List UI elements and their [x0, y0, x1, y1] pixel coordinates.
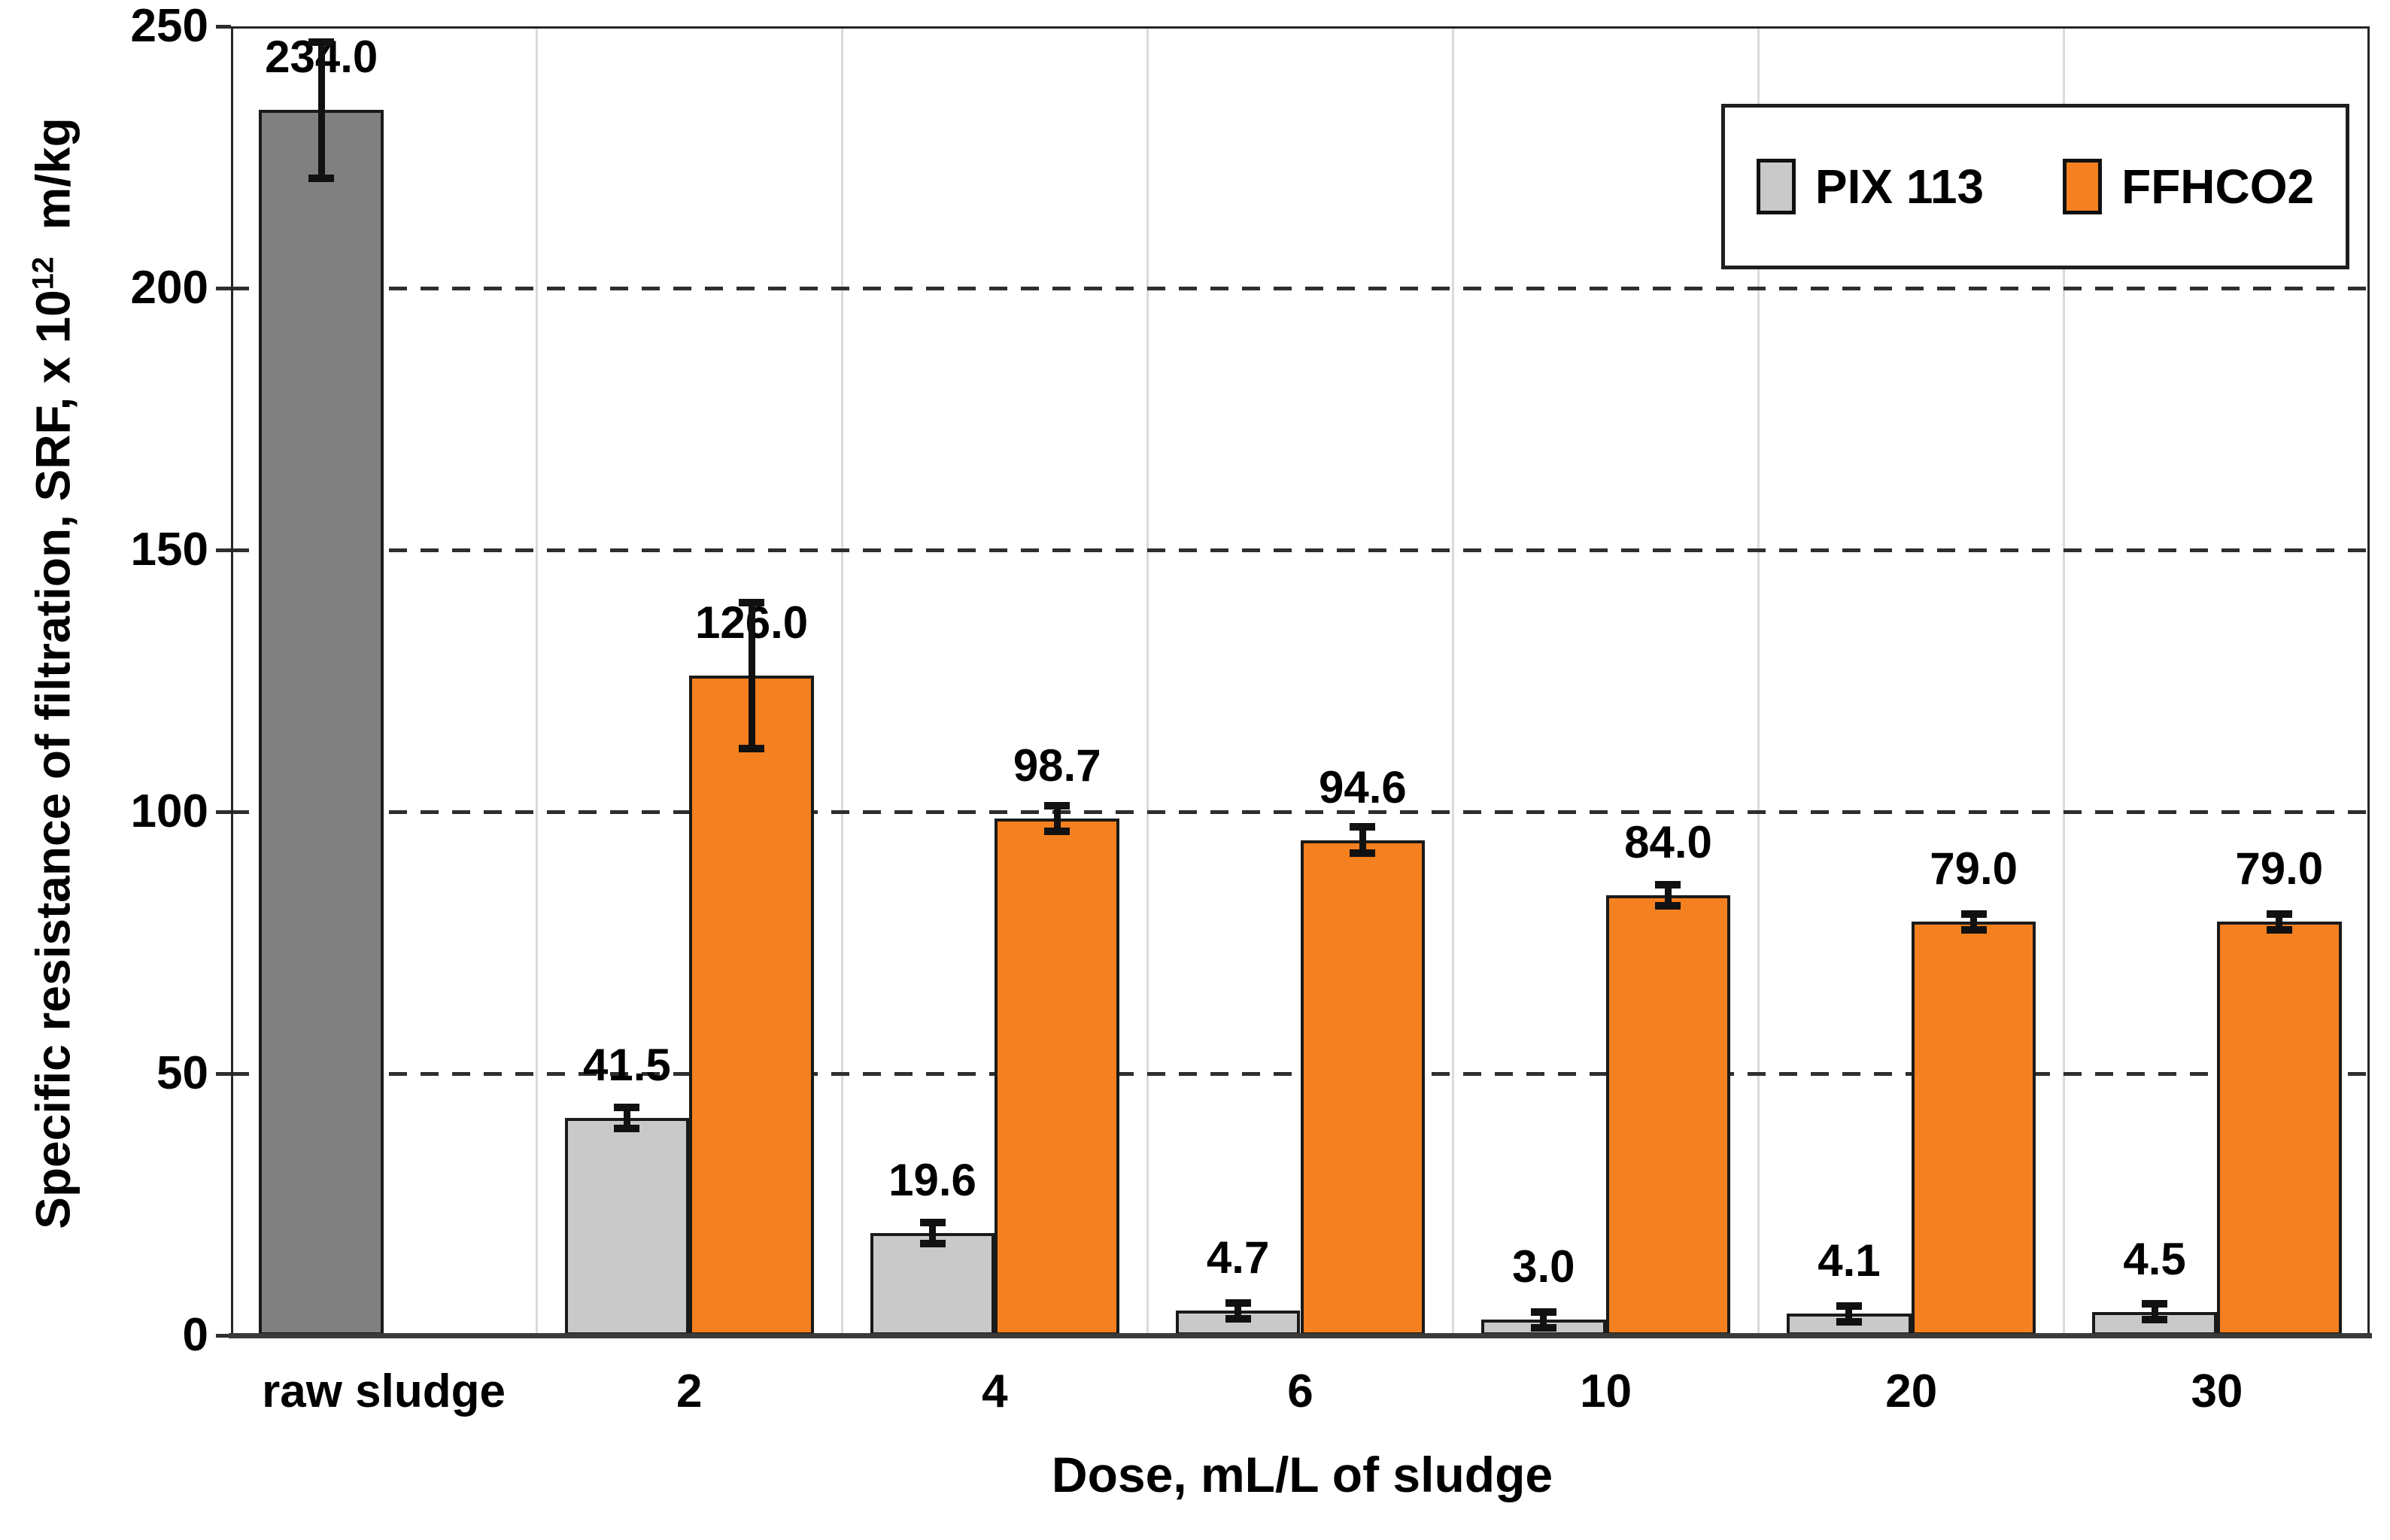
error-bar-cap-bottom-ffhco2-6 — [1350, 849, 1376, 857]
value-label-pix-113-6: 4.7 — [1206, 1232, 1270, 1283]
value-label-pix-113-20: 4.1 — [1818, 1235, 1881, 1286]
error-bar-ffhco2-20 — [1970, 913, 1978, 930]
gridline-horizontal-150 — [231, 548, 2370, 552]
value-label-ffhco2-30: 79.0 — [2235, 843, 2324, 895]
error-bar-cap-bottom-ffhco2-10 — [1655, 902, 1681, 910]
legend: PIX 113 FFHCO2 — [1721, 104, 2349, 269]
error-bar-cap-top-pix-113-raw-sludge — [308, 38, 335, 46]
error-bar-cap-bottom-pix-113-20 — [1836, 1317, 1862, 1326]
y-tick-mark-50 — [216, 1071, 231, 1076]
legend-item-pix-113: PIX 113 — [1756, 159, 1985, 214]
error-bar-cap-top-ffhco2-4 — [1044, 801, 1070, 809]
value-label-ffhco2-4: 98.7 — [1013, 740, 1101, 791]
error-bar-cap-bottom-ffhco2-4 — [1044, 828, 1070, 836]
y-tick-label-250: 250 — [130, 0, 208, 52]
error-bar-pix-113-20 — [1845, 1306, 1853, 1322]
error-bar-cap-bottom-pix-113-10 — [1530, 1323, 1556, 1332]
gridline-vertical-3 — [1146, 26, 1149, 1335]
error-bar-pix-113-6 — [1234, 1302, 1242, 1319]
error-bar-ffhco2-30 — [2276, 913, 2283, 930]
x-tick-label-30: 30 — [2191, 1365, 2243, 1417]
y-tick-label-200: 200 — [130, 262, 208, 314]
error-bar-cap-top-pix-113-30 — [2142, 1300, 2168, 1308]
error-bar-cap-bottom-pix-113-30 — [2142, 1316, 2168, 1324]
error-bar-pix-113-10 — [1540, 1311, 1547, 1328]
gridline-vertical-1 — [535, 26, 538, 1335]
legend-label-ffhco2: FFHCO2 — [2121, 159, 2315, 214]
x-axis-title: Dose, mL/L of sludge — [1051, 1447, 1553, 1502]
legend-item-ffhco2: FFHCO2 — [2063, 159, 2314, 214]
y-tick-label-150: 150 — [130, 524, 208, 576]
y-tick-mark-200 — [216, 286, 231, 290]
error-bar-cap-bottom-pix-113-6 — [1225, 1314, 1251, 1323]
x-tick-label-2: 2 — [676, 1365, 703, 1417]
bar-pix-113-raw-sludge — [259, 110, 384, 1335]
error-bar-ffhco2-4 — [1053, 805, 1061, 832]
y-axis-title-units: m/kg — [26, 117, 80, 257]
gridline-vertical-2 — [840, 26, 843, 1335]
error-bar-cap-top-pix-113-2 — [614, 1104, 640, 1112]
gridline-horizontal-100 — [231, 809, 2370, 814]
legend-swatch-ffhco2 — [2063, 159, 2103, 214]
x-tick-label-raw-sludge: raw sludge — [262, 1365, 506, 1417]
x-tick-label-6: 6 — [1287, 1365, 1313, 1417]
error-bar-cap-top-pix-113-4 — [919, 1218, 946, 1226]
error-bar-cap-top-pix-113-20 — [1836, 1302, 1862, 1311]
y-tick-mark-100 — [216, 809, 231, 814]
error-bar-cap-top-pix-113-6 — [1225, 1299, 1251, 1307]
error-bar-cap-bottom-ffhco2-2 — [739, 745, 765, 753]
error-bar-cap-top-ffhco2-10 — [1655, 881, 1681, 889]
value-label-pix-113-10: 3.0 — [1512, 1241, 1575, 1292]
error-bar-cap-top-pix-113-10 — [1530, 1308, 1556, 1316]
y-tick-mark-0 — [216, 1333, 231, 1338]
gridline-vertical-5 — [1757, 26, 1760, 1335]
error-bar-pix-113-30 — [2151, 1304, 2158, 1320]
error-bar-cap-top-ffhco2-30 — [2266, 910, 2292, 918]
value-label-pix-113-30: 4.5 — [2123, 1233, 2186, 1284]
bar-pix-113-4 — [870, 1232, 995, 1335]
bar-ffhco2-30 — [2216, 922, 2342, 1335]
y-tick-mark-150 — [216, 548, 231, 552]
y-tick-label-50: 50 — [156, 1047, 208, 1099]
y-tick-label-0: 0 — [182, 1309, 208, 1361]
error-bar-cap-bottom-ffhco2-30 — [2266, 925, 2292, 934]
error-bar-pix-113-2 — [623, 1107, 630, 1129]
error-bar-cap-bottom-pix-113-4 — [919, 1239, 946, 1247]
bar-ffhco2-20 — [1911, 922, 2036, 1335]
error-bar-ffhco2-10 — [1664, 885, 1672, 907]
gridline-vertical-6 — [2063, 26, 2066, 1335]
value-label-ffhco2-6: 94.6 — [1318, 761, 1407, 813]
error-bar-cap-top-ffhco2-20 — [1960, 910, 1987, 918]
gridline-vertical-4 — [1452, 26, 1455, 1335]
value-label-pix-113-4: 19.6 — [888, 1154, 976, 1205]
x-tick-label-4: 4 — [982, 1365, 1008, 1417]
error-bar-cap-top-ffhco2-2 — [739, 598, 765, 606]
error-bar-cap-bottom-pix-113-raw-sludge — [308, 174, 335, 182]
value-label-pix-113-2: 41.5 — [582, 1040, 671, 1091]
value-label-ffhco2-20: 79.0 — [1930, 843, 2018, 895]
y-tick-mark-250 — [216, 24, 231, 29]
error-bar-cap-top-ffhco2-6 — [1350, 823, 1376, 831]
legend-label-pix-113: PIX 113 — [1815, 159, 1985, 214]
error-bar-pix-113-4 — [929, 1222, 936, 1244]
bar-ffhco2-6 — [1300, 840, 1426, 1335]
x-tick-label-10: 10 — [1580, 1365, 1632, 1417]
error-bar-pix-113-raw-sludge — [317, 41, 325, 178]
bar-ffhco2-4 — [995, 819, 1120, 1335]
value-label-ffhco2-10: 84.0 — [1624, 817, 1712, 868]
bar-pix-113-2 — [564, 1118, 690, 1335]
gridline-horizontal-200 — [231, 286, 2370, 290]
error-bar-ffhco2-2 — [748, 602, 755, 749]
legend-swatch-pix-113 — [1756, 159, 1796, 214]
x-axis-line — [229, 1333, 2372, 1338]
bar-ffhco2-2 — [689, 676, 814, 1335]
y-tick-label-100: 100 — [130, 785, 208, 837]
x-tick-label-20: 20 — [1885, 1365, 1938, 1417]
error-bar-ffhco2-6 — [1359, 827, 1366, 853]
bar-ffhco2-10 — [1605, 895, 1731, 1335]
error-bar-cap-bottom-pix-113-2 — [614, 1125, 640, 1133]
error-bar-cap-bottom-ffhco2-20 — [1960, 925, 1987, 934]
